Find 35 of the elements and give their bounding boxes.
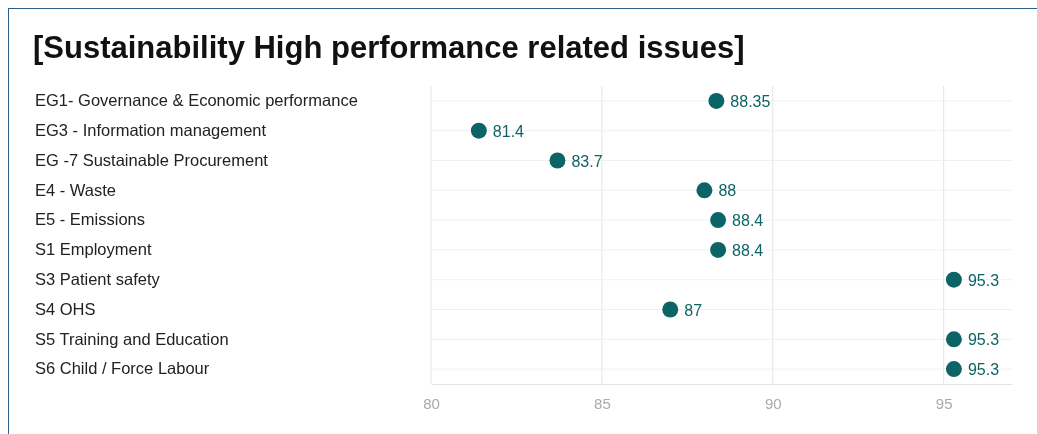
data-label: 81.4 (492, 122, 525, 140)
data-label: 95.3 (967, 271, 1000, 289)
y-tick-label: EG3 - Information management (35, 120, 267, 139)
y-tick-label: S4 OHS (35, 299, 96, 318)
data-label: 83.7 (571, 152, 603, 170)
y-tick-label: EG -7 Sustainable Procurement (35, 150, 269, 169)
y-tick-label: S6 Child / Force Labour (35, 359, 210, 378)
point (945, 331, 962, 348)
point (708, 92, 725, 109)
point (945, 271, 962, 288)
point (549, 152, 566, 169)
x-tick-label: 80 (423, 394, 440, 412)
data-label: 88 (718, 182, 737, 200)
data-label: 88.4 (732, 212, 764, 230)
data-label: 88.4 (732, 241, 764, 259)
data-label: 95.3 (967, 331, 1000, 349)
x-tick-label: 95 (935, 394, 953, 412)
y-tick-label: EG1- Governance & Economic performance (35, 91, 358, 110)
y-tick-label: E4 - Waste (35, 180, 116, 199)
y-tick-label: S3 Patient safety (35, 269, 161, 288)
point (470, 122, 487, 139)
data-label: 88.35 (730, 92, 771, 110)
x-tick-label: 85 (594, 394, 611, 412)
point (945, 361, 962, 378)
data-label: 87 (684, 301, 703, 319)
data-label: 95.3 (967, 361, 1000, 379)
chart-title: [Sustainability High performance related issues] (33, 30, 745, 65)
point (662, 301, 679, 318)
point (710, 241, 727, 258)
point (710, 212, 727, 229)
x-tick-label: 90 (764, 394, 782, 412)
y-tick-label: E5 - Emissions (35, 210, 146, 229)
y-tick-label: S5 Training and Education (35, 329, 229, 348)
point (696, 182, 713, 199)
y-tick-label: S1 Employment (35, 240, 152, 259)
